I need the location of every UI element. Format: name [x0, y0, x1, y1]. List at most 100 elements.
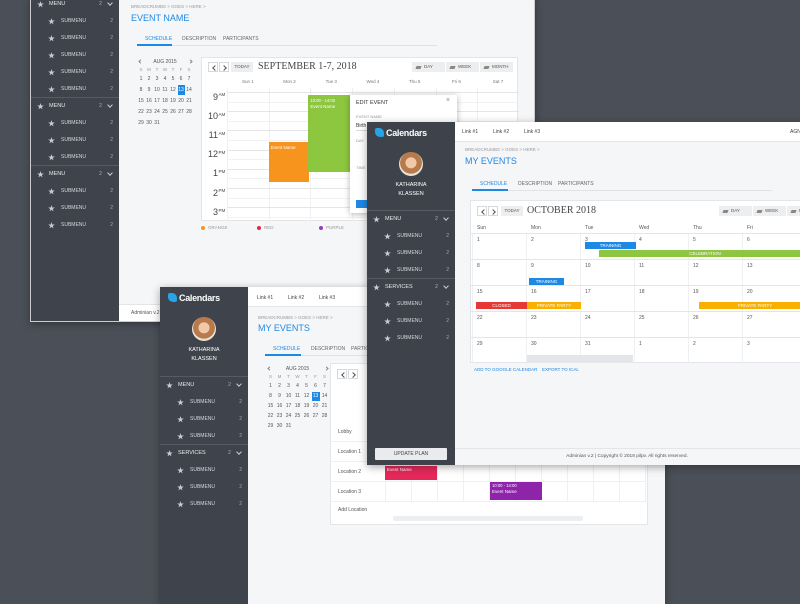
today-button[interactable]	[231, 62, 253, 72]
mini-day[interactable]: 13	[178, 87, 184, 93]
nav-link[interactable]: Link #3	[524, 129, 541, 135]
view-button[interactable]	[480, 62, 513, 72]
month-day[interactable]: 1	[477, 237, 480, 243]
mini-day[interactable]: 29	[138, 120, 144, 126]
mini-day[interactable]: 12	[303, 393, 310, 399]
month-day[interactable]: 12	[693, 263, 699, 269]
mini-day[interactable]: 12	[170, 87, 176, 93]
mini-day[interactable]: 31	[154, 120, 160, 126]
month-day[interactable]: 10	[585, 263, 591, 269]
mini-day[interactable]: 11	[294, 393, 301, 399]
mini-day[interactable]: 29	[267, 423, 274, 429]
month-day[interactable]: 5	[693, 237, 696, 243]
month-day[interactable]: 8	[477, 263, 480, 269]
mini-day[interactable]: 6	[314, 383, 317, 389]
nav-button[interactable]	[337, 369, 347, 379]
mini-day[interactable]: 8	[139, 87, 143, 93]
mini-day[interactable]: 5	[171, 76, 175, 82]
event[interactable]: 10:00 - 14:00 Event Name	[490, 482, 542, 500]
today-button[interactable]	[501, 206, 523, 216]
month-day[interactable]: 27	[747, 315, 753, 321]
view-button[interactable]	[719, 206, 752, 216]
nav-button[interactable]	[219, 62, 229, 72]
nav-button[interactable]	[477, 206, 487, 216]
view-button[interactable]	[446, 62, 479, 72]
month-day[interactable]: 25	[639, 315, 645, 321]
mini-day[interactable]: 6	[179, 76, 183, 82]
event[interactable]: CLOSED	[476, 302, 527, 309]
mini-day[interactable]: 2	[147, 76, 151, 82]
mini-day[interactable]: 3	[287, 383, 290, 389]
event[interactable]: Event Name	[268, 142, 310, 182]
event[interactable]: TRAINING	[585, 242, 636, 249]
action-link[interactable]: EXPORT TO ICAL	[542, 367, 579, 373]
month-day[interactable]: 2	[693, 341, 696, 347]
event[interactable]: PRIVATE PARTY	[527, 302, 581, 309]
tab[interactable]: PARTICIPANTS	[223, 36, 259, 42]
month-day[interactable]: 26	[693, 315, 699, 321]
mini-day[interactable]: 4	[163, 76, 167, 82]
nav-link[interactable]: Link #2	[493, 129, 510, 135]
month-day[interactable]: 9	[531, 263, 534, 269]
mini-day[interactable]: 16	[146, 98, 152, 104]
mini-day[interactable]: 11	[162, 87, 168, 93]
month-day[interactable]: 6	[747, 237, 750, 243]
month-day[interactable]: 15	[477, 289, 483, 295]
mini-day[interactable]: 24	[154, 109, 160, 115]
tab[interactable]: PARTICIPANTS	[558, 181, 594, 187]
mini-day[interactable]: 17	[285, 403, 292, 409]
month-day[interactable]: 20	[747, 289, 753, 295]
tab[interactable]: DESCRIPTION	[311, 346, 346, 352]
mini-day[interactable]: 21	[321, 403, 328, 409]
event[interactable]: 10:00 - 14:00 Event Name	[308, 95, 352, 172]
mini-day[interactable]: 20	[178, 98, 184, 104]
mini-day[interactable]: 5	[305, 383, 308, 389]
month-day[interactable]: 29	[477, 341, 483, 347]
month-day[interactable]: 11	[639, 263, 645, 269]
mini-day[interactable]: 28	[186, 109, 192, 115]
month-day[interactable]: 1	[639, 341, 642, 347]
nav-link[interactable]: Link #1	[462, 129, 479, 135]
mini-day[interactable]: 25	[162, 109, 168, 115]
mini-day[interactable]: 30	[276, 423, 283, 429]
month-day[interactable]: 30	[531, 341, 537, 347]
mini-day[interactable]: 9	[147, 87, 151, 93]
event[interactable]: Event Name	[385, 466, 437, 480]
mini-day[interactable]: 23	[276, 413, 283, 419]
month-day[interactable]: 13	[747, 263, 753, 269]
month-day[interactable]: 23	[531, 315, 537, 321]
mini-day[interactable]: 4	[296, 383, 299, 389]
mini-day[interactable]: 19	[303, 403, 310, 409]
mini-day[interactable]: 2	[278, 383, 281, 389]
mini-day[interactable]: 14	[321, 393, 328, 399]
mini-day[interactable]: 7	[323, 383, 326, 389]
month-day[interactable]: 22	[477, 315, 483, 321]
mini-day[interactable]: 3	[155, 76, 159, 82]
mini-day[interactable]: 22	[267, 413, 274, 419]
mini-day[interactable]: 1	[269, 383, 272, 389]
mini-day[interactable]: 14	[186, 87, 192, 93]
mini-day[interactable]: 8	[269, 393, 272, 399]
mini-day[interactable]: 18	[294, 403, 301, 409]
popup-close[interactable]: ×	[445, 96, 450, 104]
view-button[interactable]	[412, 62, 445, 72]
mini-day[interactable]: 22	[138, 109, 144, 115]
mini-day[interactable]: 26	[303, 413, 310, 419]
mini-day[interactable]: 27	[312, 413, 319, 419]
nav-link[interactable]: Link #1	[257, 295, 274, 301]
mini-day[interactable]: 26	[170, 109, 176, 115]
mini-day[interactable]: 18	[162, 98, 168, 104]
nav-link[interactable]: Link #2	[288, 295, 305, 301]
month-day[interactable]: 18	[639, 289, 645, 295]
month-day[interactable]: 4	[639, 237, 642, 243]
agenda-link[interactable]: AGN	[790, 129, 800, 135]
mini-day[interactable]: 17	[154, 98, 160, 104]
mini-day[interactable]: 24	[285, 413, 292, 419]
mini-day[interactable]: 15	[138, 98, 144, 104]
mini-day[interactable]: 21	[186, 98, 192, 104]
view-button[interactable]	[753, 206, 786, 216]
mini-day[interactable]: 13	[312, 393, 319, 399]
nav-link[interactable]: Link #3	[319, 295, 336, 301]
mini-day[interactable]: 25	[294, 413, 301, 419]
tab[interactable]: DESCRIPTION	[182, 36, 217, 42]
